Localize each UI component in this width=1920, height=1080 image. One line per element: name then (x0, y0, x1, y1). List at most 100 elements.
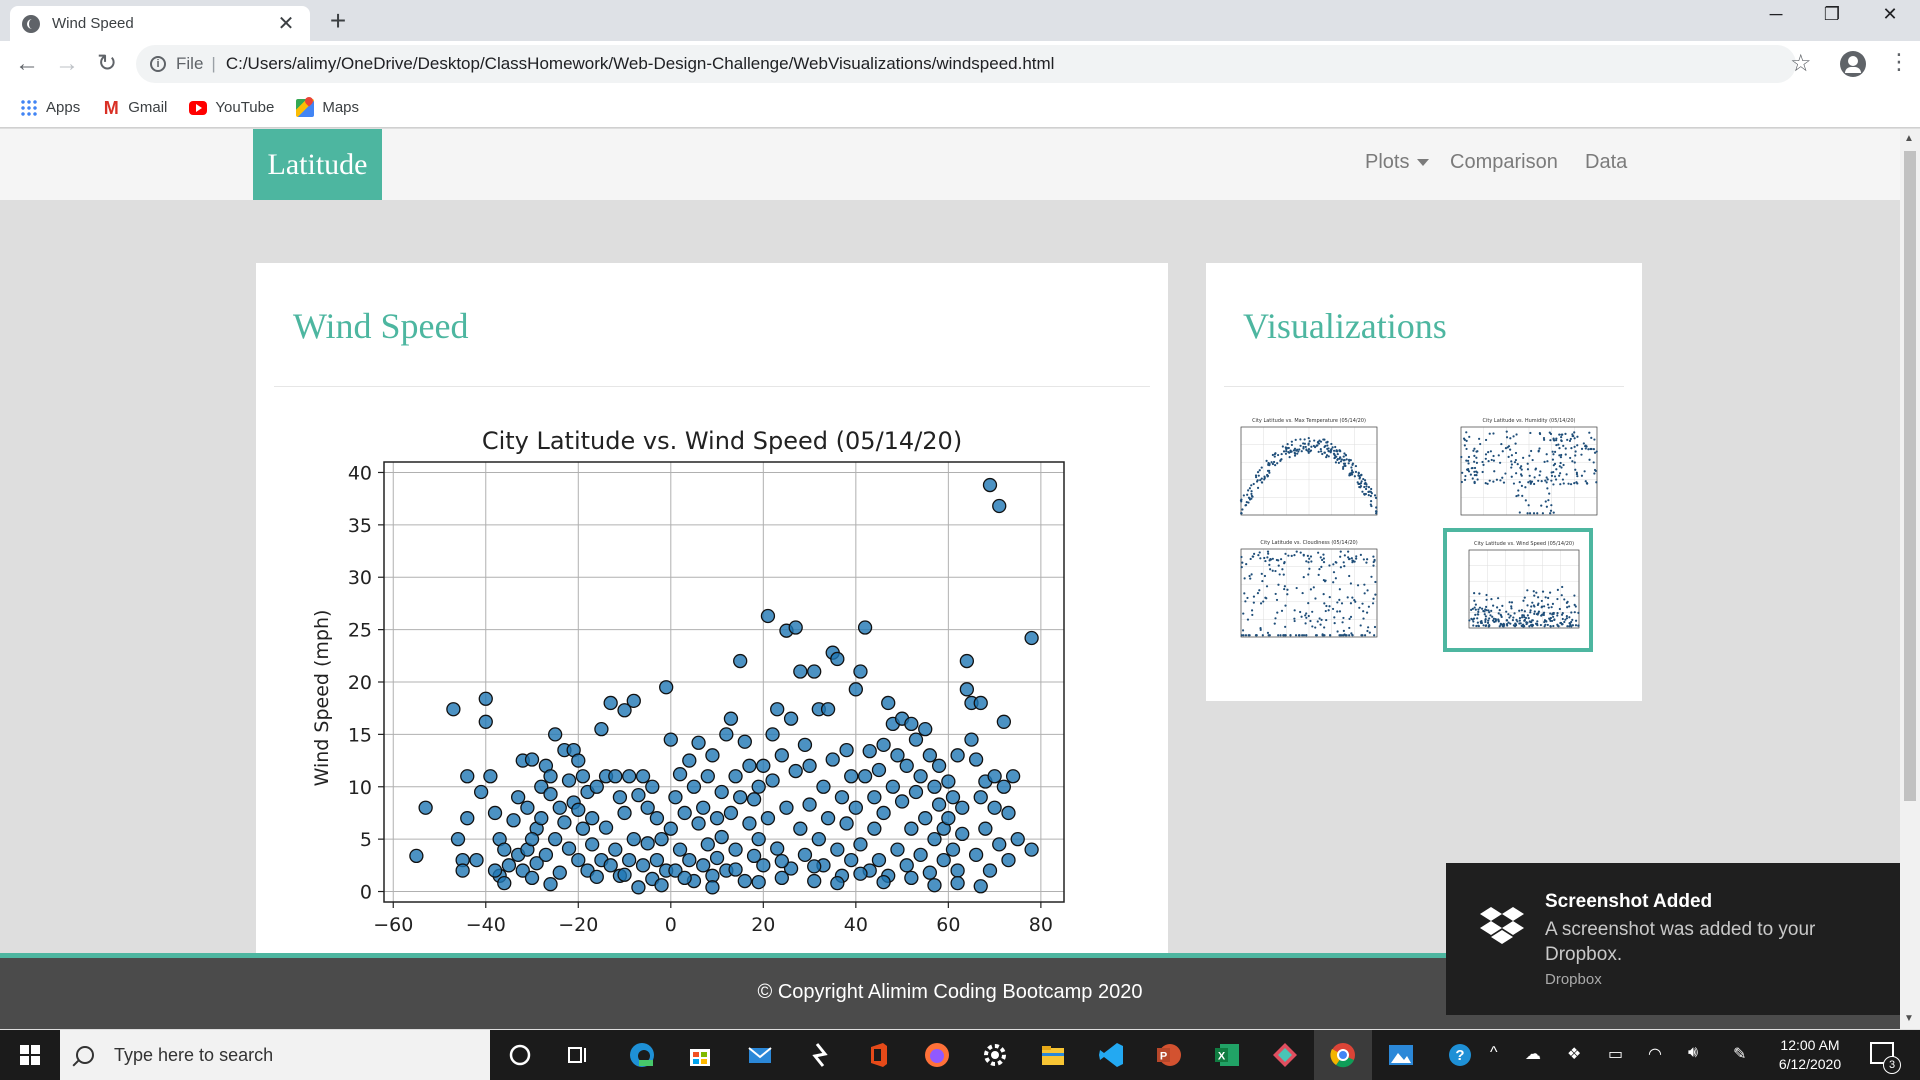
wifi-icon[interactable]: ◠ (1648, 1046, 1662, 1063)
thumbnail-point (1476, 478, 1479, 481)
nav-comparison[interactable]: Comparison (1450, 151, 1558, 173)
windows-taskbar: Type here to search P X ? ^ ☁ ❖ ▭ ◠ 🔊︎ ✎… (0, 1030, 1920, 1080)
volume-icon[interactable]: 🔊︎ (1688, 1044, 1699, 1061)
bookmark-label: Maps (322, 99, 360, 116)
minimize-button[interactable]: ─ (1769, 4, 1783, 24)
vscode-icon[interactable] (1096, 1040, 1126, 1070)
thumbnail-point (1307, 437, 1310, 440)
profile-icon[interactable] (1840, 51, 1866, 77)
chart-point (913, 769, 928, 784)
thumbnail-max-temperature[interactable]: City Latitude vs. Max Temperature (05/14… (1223, 413, 1383, 531)
task-view-icon[interactable] (563, 1040, 593, 1070)
thumbnail-point (1339, 550, 1342, 553)
url-text[interactable]: C:/Users/alimy/OneDrive/Desktop/ClassHom… (225, 54, 1055, 73)
thumbnail-point (1574, 468, 1577, 471)
forward-icon[interactable]: → (55, 50, 79, 77)
thumbnail-point (1487, 460, 1490, 463)
info-icon[interactable]: i (150, 56, 166, 72)
thumbnail-point (1535, 612, 1539, 616)
back-icon[interactable]: ← (15, 50, 39, 77)
scroll-up-icon[interactable]: ▲ (1904, 133, 1914, 144)
office-icon[interactable] (863, 1040, 893, 1070)
thumbnail-point (1531, 619, 1534, 622)
dropbox-notification[interactable]: Screenshot Added A screenshot was added … (1446, 863, 1900, 1015)
help-icon[interactable]: ? (1445, 1040, 1475, 1070)
thumbnail-point (1354, 470, 1358, 473)
thumbnail-point (1465, 431, 1468, 434)
chart-point (728, 769, 743, 784)
powerpoint-icon[interactable]: P (1154, 1040, 1184, 1070)
file-explorer-icon[interactable] (1038, 1040, 1068, 1070)
thumbnail-point (1475, 456, 1478, 459)
onedrive-icon[interactable]: ☁ (1525, 1046, 1541, 1063)
tray-expand-icon[interactable]: ^ (1490, 1044, 1498, 1061)
thumbnail-point (1563, 598, 1566, 601)
start-button[interactable] (0, 1030, 60, 1080)
thumbnail-point (1364, 481, 1367, 484)
scroll-thumb[interactable] (1904, 151, 1916, 801)
thumbnail-point (1372, 564, 1375, 567)
close-window-button[interactable]: ✕ (1882, 4, 1898, 24)
battery-icon[interactable]: ▭ (1608, 1046, 1624, 1063)
thumbnail-point (1266, 631, 1270, 634)
photos-icon[interactable] (1386, 1040, 1416, 1070)
nav-data[interactable]: Data (1585, 151, 1628, 173)
bookmark-apps[interactable]: Apps (20, 98, 81, 117)
new-tab-button[interactable]: + (329, 5, 347, 36)
settings-gear-icon[interactable] (980, 1040, 1010, 1070)
thumbnail-point (1568, 439, 1572, 442)
store-icon[interactable] (685, 1040, 715, 1070)
address-bar[interactable]: i File | C:/Users/alimy/OneDrive/Desktop… (136, 45, 1796, 83)
tab-close-icon[interactable]: ✕ (277, 13, 295, 35)
thumbnail-point (1489, 450, 1492, 453)
thumbnail-point (1302, 553, 1305, 556)
visual-studio-icon[interactable] (805, 1040, 835, 1070)
thumbnail-point (1280, 609, 1284, 612)
action-center-icon[interactable] (1870, 1042, 1894, 1064)
chart-point (918, 721, 933, 737)
reload-icon[interactable]: ↻ (96, 50, 118, 77)
excel-icon[interactable]: X (1212, 1040, 1242, 1070)
gitkraken-icon[interactable] (1270, 1040, 1300, 1070)
brand-link[interactable]: Latitude (253, 129, 382, 200)
browser-tab-active[interactable]: Wind Speed ✕ (10, 6, 310, 41)
thumbnail-point (1304, 622, 1307, 625)
bookmark-youtube[interactable]: YouTube (189, 99, 274, 116)
page-scrollbar[interactable]: ▲ ▼ (1900, 129, 1920, 1029)
thumbnail-humidity[interactable]: City Latitude vs. Humidity (05/14/20) (1443, 413, 1603, 531)
more-menu-icon[interactable]: ⋮ (1888, 49, 1910, 74)
thumbnail-point (1360, 634, 1363, 637)
edge-icon[interactable] (627, 1040, 657, 1070)
chart-point (765, 773, 780, 788)
firefox-icon[interactable] (922, 1040, 952, 1070)
thumbnail-point (1328, 564, 1331, 567)
thumbnail-point (1541, 512, 1544, 515)
scroll-down-icon[interactable]: ▼ (1904, 1013, 1914, 1024)
restore-button[interactable]: ❐ (1823, 4, 1841, 24)
thumbnail-point (1495, 478, 1499, 481)
chart-ytick-label: 25 (348, 620, 372, 642)
thumbnail-point (1517, 494, 1520, 497)
dropbox-tray-icon[interactable]: ❖ (1567, 1046, 1582, 1063)
taskbar-clock[interactable]: 12:00 AM 6/12/2020 (1765, 1036, 1855, 1074)
chart-point (723, 711, 739, 726)
bookmark-gmail[interactable]: M Gmail (102, 99, 168, 117)
nav-plots-dropdown[interactable]: Plots (1365, 151, 1430, 174)
cortana-icon[interactable] (505, 1040, 535, 1070)
thumbnail-wind-speed[interactable]: City Latitude vs. Wind Speed (05/14/20) (1443, 528, 1593, 652)
taskbar-search[interactable]: Type here to search (60, 1030, 490, 1080)
pen-icon[interactable]: ✎ (1733, 1046, 1747, 1063)
thumbnail-point (1250, 573, 1253, 576)
bookmark-label: Apps (46, 99, 81, 116)
mail-icon[interactable] (745, 1040, 775, 1070)
bookmark-maps[interactable]: Maps (296, 98, 360, 117)
bookmark-star-icon[interactable]: ☆ (1790, 50, 1812, 77)
thumbnail-point (1357, 482, 1360, 486)
thumbnail-point (1512, 616, 1515, 619)
thumbnail-point (1487, 609, 1490, 612)
thumbnail-cloudiness[interactable]: City Latitude vs. Cloudiness (05/14/20) (1223, 535, 1383, 653)
chart-point (825, 752, 840, 767)
chart-point (807, 664, 822, 679)
thumbnail-point (1513, 461, 1517, 464)
chrome-icon[interactable] (1328, 1040, 1358, 1070)
